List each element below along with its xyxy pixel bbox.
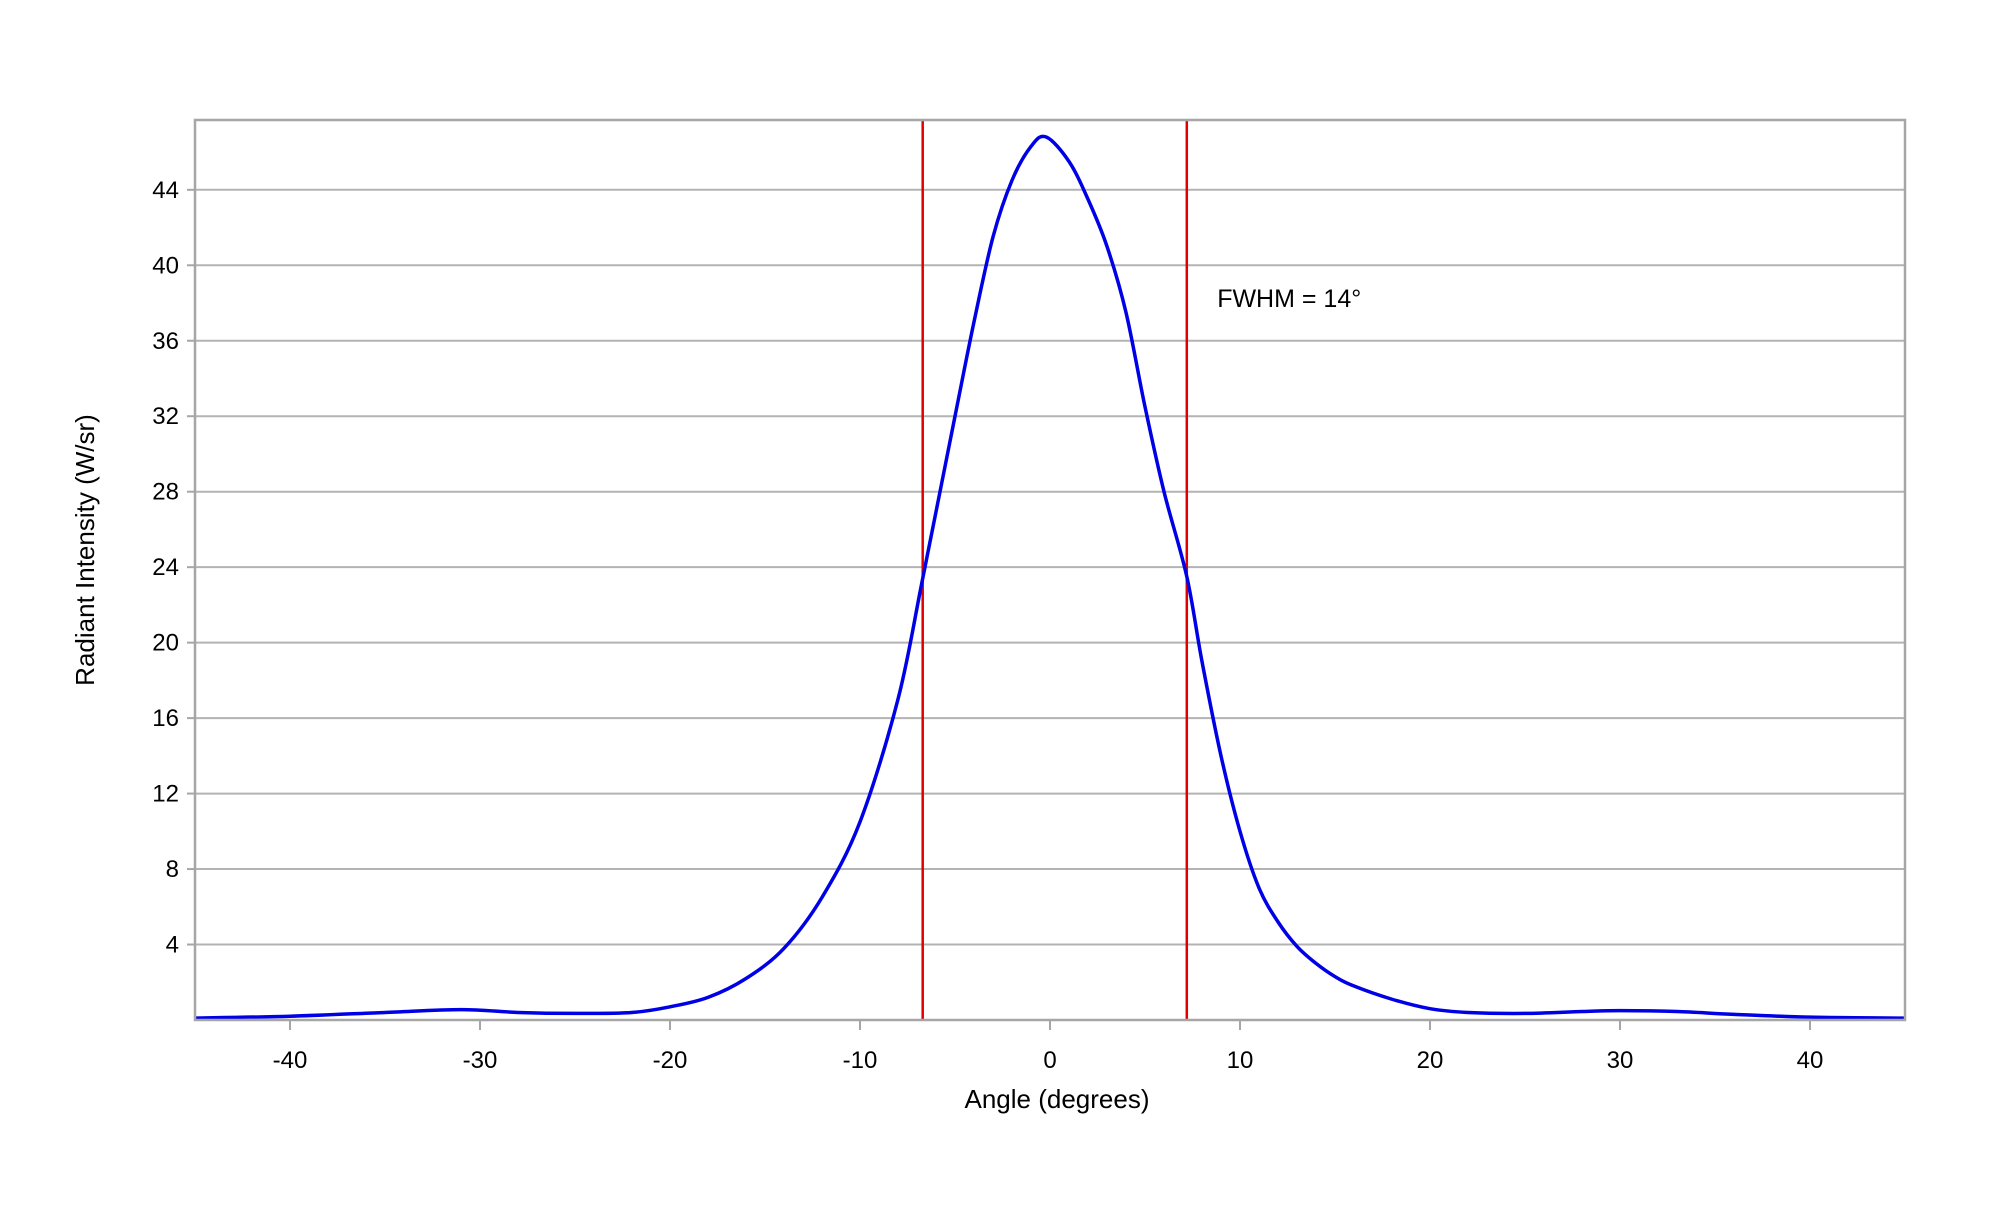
y-tick-label: 8 <box>166 856 179 883</box>
fwhm-annotation: FWHM = 14° <box>1217 285 1361 313</box>
y-tick-label: 24 <box>152 554 179 581</box>
x-axis-label: Angle (degrees) <box>965 1084 1150 1114</box>
y-tick-label: 12 <box>152 781 179 808</box>
y-tick-label: 28 <box>152 479 179 506</box>
plot-frame <box>193 118 1907 1022</box>
y-tick-label: 32 <box>152 403 179 430</box>
x-tick-label: -10 <box>843 1047 878 1074</box>
y-tick-label: 20 <box>152 630 179 657</box>
fwhm-lines <box>921 120 1189 1020</box>
y-tick-label: 44 <box>152 177 179 204</box>
y-tick-label: 36 <box>152 328 179 355</box>
y-tick-label: 16 <box>152 705 179 732</box>
y-tick-label: 4 <box>166 932 179 959</box>
x-tick-label: 30 <box>1607 1047 1634 1074</box>
y-axis-label: Radiant Intensity (W/sr) <box>70 414 100 686</box>
y-tick-labels: 4 8 12 16 20 24 28 32 36 40 44 <box>152 177 179 959</box>
x-tick-label: 10 <box>1227 1047 1254 1074</box>
x-tick-label: -20 <box>653 1047 688 1074</box>
gridlines <box>187 188 1905 1030</box>
x-tick-label: 20 <box>1417 1047 1444 1074</box>
x-tick-label: -30 <box>463 1047 498 1074</box>
x-tick-label: -40 <box>273 1047 308 1074</box>
x-tick-labels: -40 -30 -20 -10 0 10 20 30 40 <box>273 1047 1824 1074</box>
y-tick-label: 40 <box>152 252 179 279</box>
series-line-radiant-intensity <box>194 134 1906 1020</box>
x-tick-label: 0 <box>1043 1047 1056 1074</box>
x-tick-label: 40 <box>1797 1047 1824 1074</box>
